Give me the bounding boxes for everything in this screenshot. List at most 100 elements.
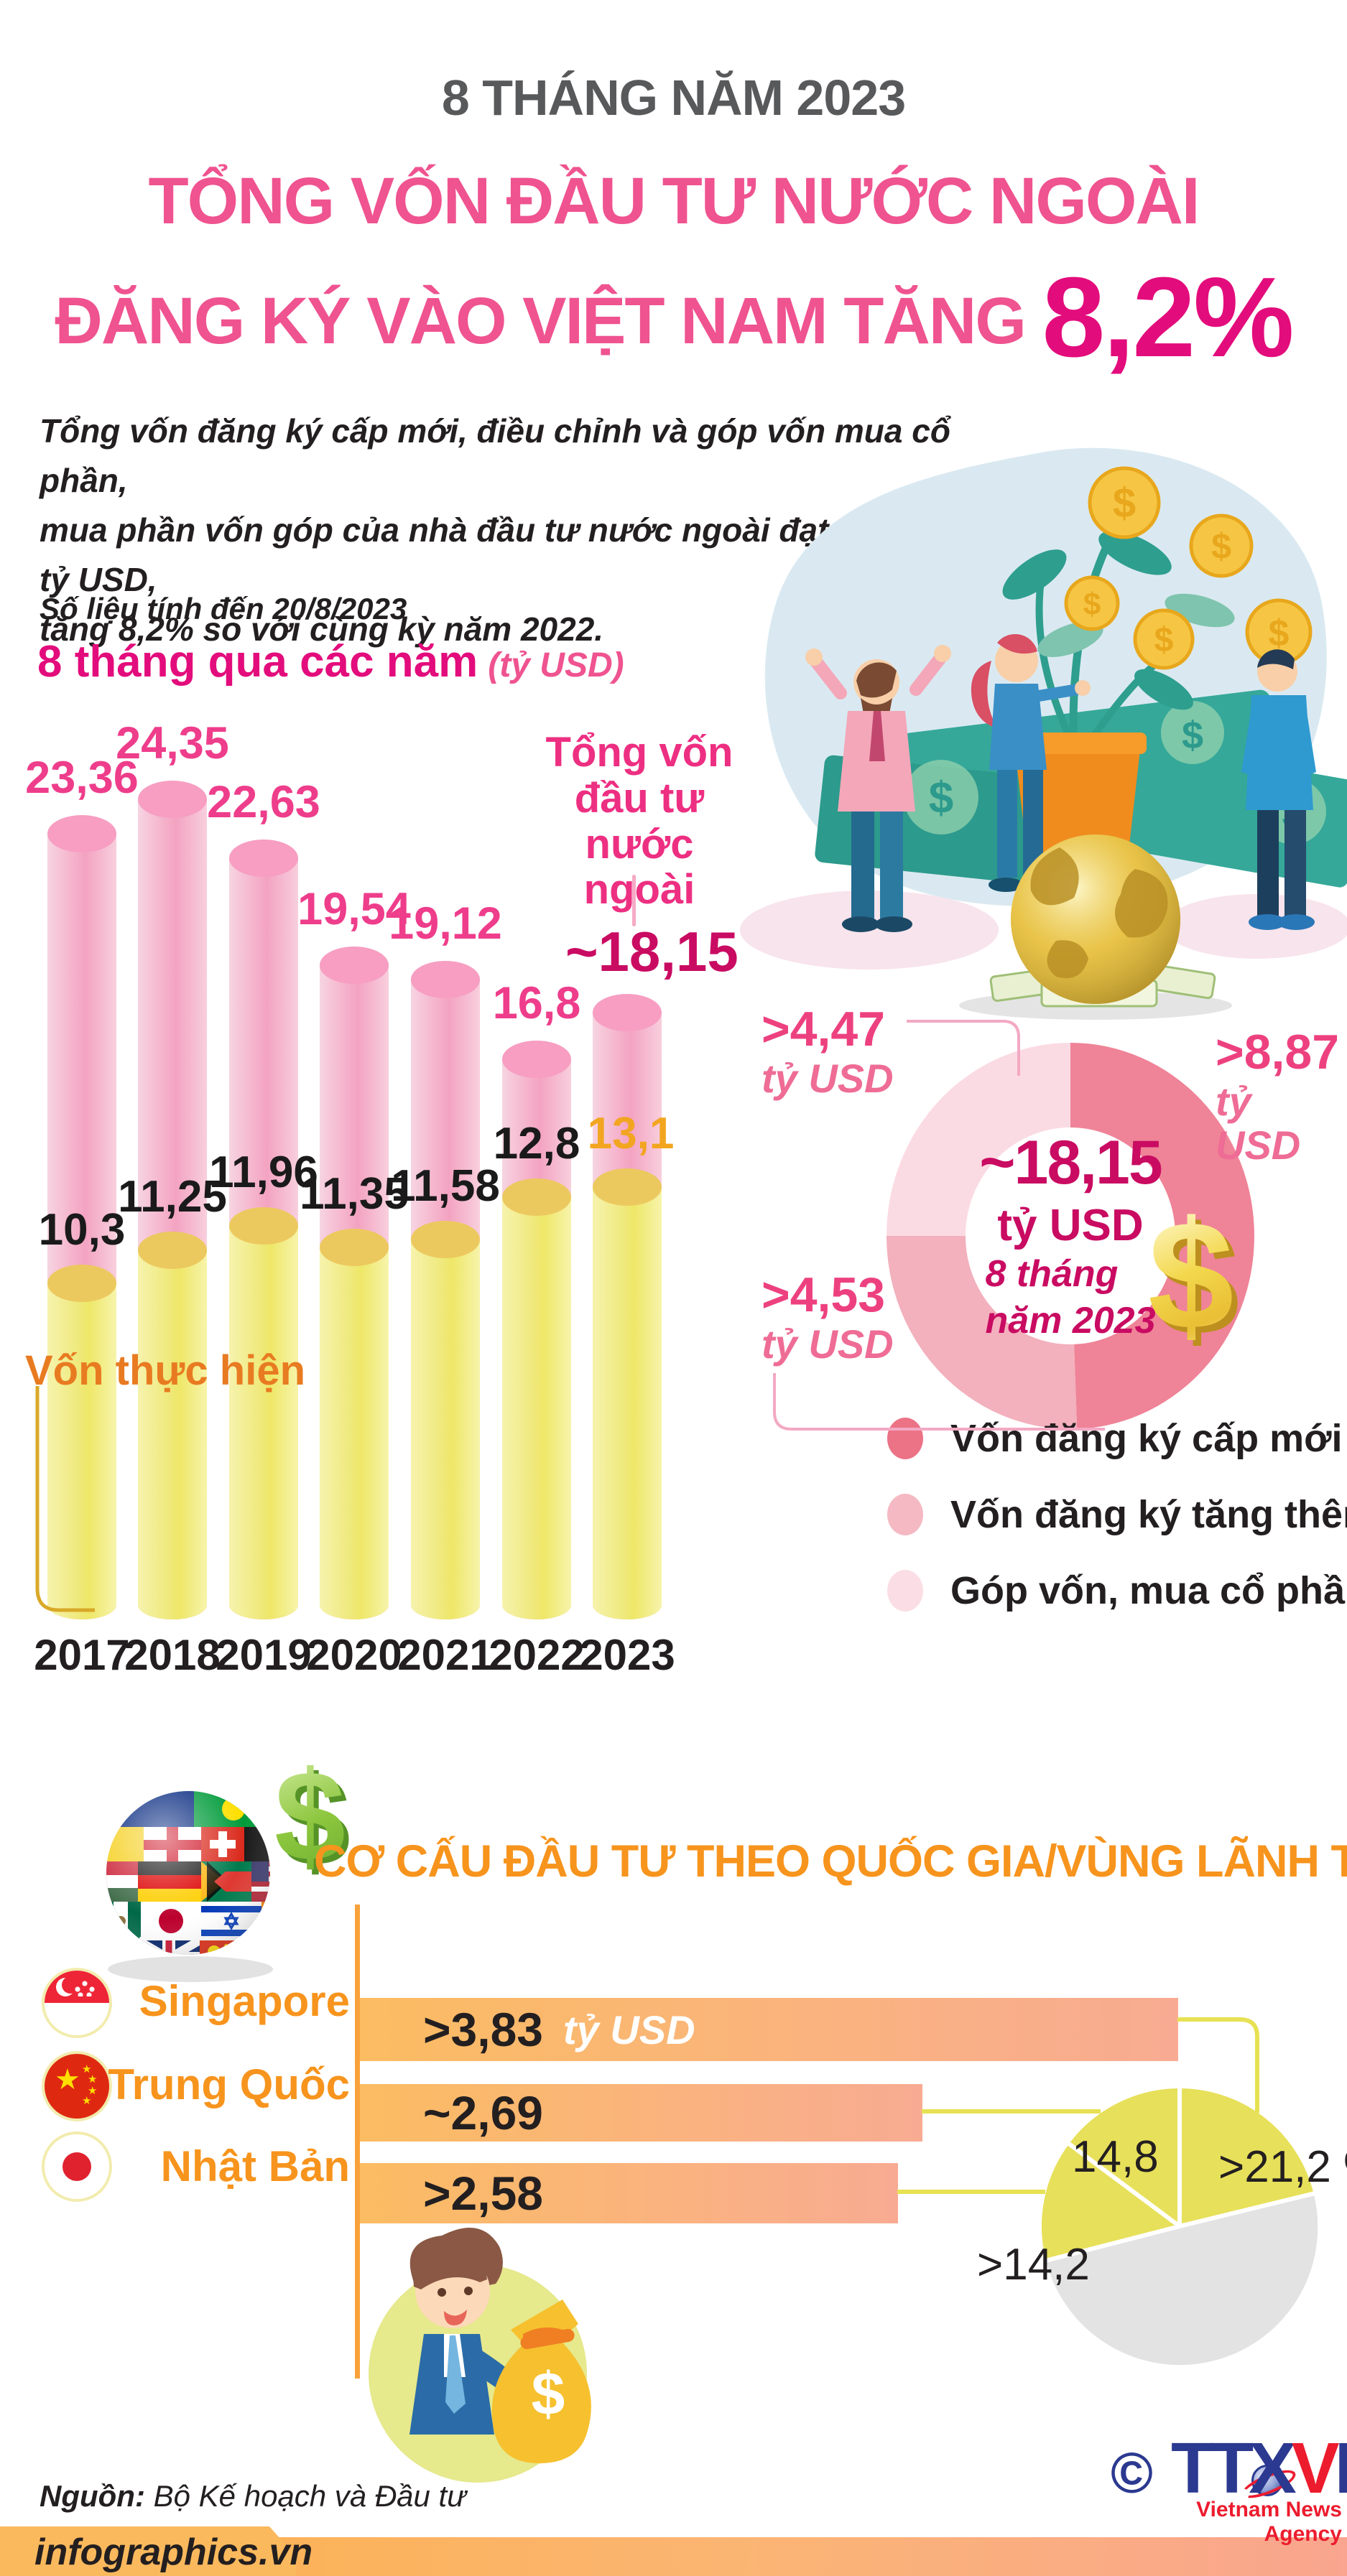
realized-label-value: 11,35	[300, 1169, 409, 1219]
total-label: 16,8	[492, 978, 581, 1028]
coin-icon: $	[1088, 466, 1161, 539]
bar-realized-2018	[138, 1232, 207, 1619]
legend-item-new-registration: Vốn đăng ký cấp mới	[887, 1416, 1343, 1461]
coin-icon: $	[1189, 513, 1254, 578]
logo-globe-icon	[1251, 2465, 1283, 2496]
svg-text:$: $	[1083, 587, 1101, 622]
green-dollar-icon: $ $	[274, 1744, 351, 1887]
donut-label-new-registration: >8,87 tỷ USD	[1216, 1025, 1340, 1168]
money-bag-icon: $	[491, 2300, 591, 2464]
bar-chart: 23,36 24,35 22,63 19,54 19,12 16,8 ~18,1…	[22, 704, 747, 1709]
year-label: 2020	[306, 1631, 402, 1679]
bar-chart-unit: (tỷ USD)	[488, 646, 624, 684]
svg-text:$: $	[1154, 621, 1174, 659]
data-note: Số liệu tính đến 20/8/2023	[40, 592, 407, 626]
title-highlight: 8,2%	[1042, 254, 1294, 381]
svg-text:$: $	[532, 2360, 565, 2427]
gold-dollar-icon: $ $	[1148, 1189, 1240, 1362]
bar-realized-2022	[502, 1178, 571, 1619]
bar-realized-2017	[47, 1265, 116, 1619]
total-label: 19,54	[297, 884, 411, 934]
svg-text:$: $	[929, 773, 953, 823]
year-label: 2017	[34, 1631, 130, 1679]
pie-label-china: 14,8	[1072, 2132, 1159, 2182]
japan-flag-icon	[42, 2131, 112, 2202]
year-label: 2019	[216, 1631, 312, 1679]
page-title-line1: TỔNG VỐN ĐẦU TƯ NƯỚC NGOÀI	[148, 164, 1200, 238]
donut-center: ~18,15 tỷ USD 8 tháng năm 2023	[966, 1127, 1175, 1344]
site-link[interactable]: infographics.vn	[34, 2531, 313, 2573]
source-note: Nguồn: Bộ Kế hoạch và Đầu tư	[40, 2479, 466, 2513]
pie-label-japan: >14,2	[977, 2240, 1090, 2289]
person-left	[805, 645, 951, 932]
legend-dot-icon	[887, 1418, 923, 1459]
legend-item-capital-contribution: Góp vốn, mua cổ phần	[887, 1568, 1347, 1613]
total-label: 19,12	[389, 898, 502, 949]
realized-label-2023: 13,1	[587, 1109, 675, 1158]
total-annotation: Tổng vốn đầu tư nước ngoài	[545, 729, 733, 913]
svg-text:$: $	[1113, 480, 1136, 526]
country-name-singapore: Singapore	[139, 1977, 350, 2025]
total-label-2023: ~18,15	[565, 920, 739, 983]
flag-globe-icon	[106, 1791, 273, 1982]
bar-realized-2021	[411, 1221, 480, 1619]
legend-dot-icon	[887, 1570, 923, 1612]
realized-label-value: 11,25	[118, 1172, 227, 1222]
bar-chart-title: 8 tháng qua các năm	[37, 637, 478, 687]
coin-icon: $	[1064, 575, 1120, 631]
year-label: 2021	[397, 1631, 494, 1679]
svg-text:$: $	[1211, 526, 1231, 567]
country-bar-japan: >2,58	[360, 2163, 898, 2223]
year-label: 2018	[124, 1631, 221, 1679]
coin-icon: $	[1245, 598, 1313, 666]
footer-ribbon	[0, 2526, 296, 2576]
realized-label-value: 10,3	[38, 1205, 126, 1255]
donut-label-capital-contribution: >4,47 tỷ USD	[762, 1002, 894, 1101]
country-bar-china: ~2,69	[360, 2084, 922, 2142]
realized-label-value: 11,96	[209, 1148, 318, 1197]
money-tree-illustration: $ $ $ $ $ $ $ $	[740, 447, 1347, 1020]
bar-realized-2019	[229, 1207, 298, 1619]
man-with-money-bag-illustration: $	[369, 2227, 591, 2483]
person-right	[1241, 649, 1316, 930]
country-pie-chart	[1037, 2084, 1323, 2370]
page-title-line2: ĐĂNG KÝ VÀO VIỆT NAM TĂNG 8,2%	[0, 253, 1347, 383]
country-name-china: Trung Quốc	[108, 2060, 350, 2108]
total-label: 23,36	[25, 753, 139, 803]
country-name-japan: Nhật Bản	[160, 2142, 350, 2190]
donut-period: 8 tháng năm 2023	[985, 1253, 1156, 1342]
kicker: 8 THÁNG NĂM 2023	[441, 70, 906, 126]
total-label: 22,63	[207, 777, 320, 827]
donut-chart: ~18,15 tỷ USD 8 tháng năm 2023	[887, 1043, 1254, 1429]
annotation-pointer-line	[632, 875, 636, 926]
donut-total: ~18,15	[979, 1128, 1162, 1197]
intro-line: tăng 8,2% so với cùng kỳ năm 2022.	[40, 610, 604, 648]
gold-globe: $	[959, 834, 1232, 1020]
bar-realized-2023	[593, 1168, 662, 1619]
country-section-heading: CƠ CẤU ĐẦU TƯ THEO QUỐC GIA/VÙNG LÃNH TH…	[314, 1836, 1347, 1887]
realized-series-label: Vốn thực hiện	[25, 1347, 305, 1394]
legend-dot-icon	[887, 1494, 923, 1535]
year-label: 2023	[579, 1631, 675, 1679]
svg-text:$: $	[1269, 613, 1290, 654]
realized-label-value: 12,8	[493, 1119, 580, 1168]
donut-label-additional-registration: >4,53 tỷ USD	[762, 1268, 894, 1367]
country-bar-singapore: >3,83 tỷ USD	[360, 1998, 1178, 2061]
person-center	[971, 633, 1091, 896]
title-text: ĐĂNG KÝ VÀO VIỆT NAM TĂNG	[55, 284, 1026, 358]
ttxvn-logo: TTXVN	[1171, 2428, 1347, 2508]
agency-tagline: Vietnam News Agency	[1196, 2498, 1342, 2546]
pie-label-singapore: >21,2 %	[1218, 2142, 1347, 2192]
svg-text:$: $	[1182, 714, 1203, 757]
intro-line: Tổng vốn đăng ký cấp mới, điều chỉnh và …	[40, 412, 950, 499]
bar-chart-heading: 8 tháng qua các năm (tỷ USD)	[37, 636, 624, 687]
realized-label-value: 11,58	[391, 1161, 500, 1211]
donut-unit: tỷ USD	[997, 1201, 1144, 1250]
legend-item-additional-registration: Vốn đăng ký tăng thêm	[887, 1492, 1347, 1537]
bar-realized-2020	[320, 1229, 389, 1619]
singapore-flag-icon	[42, 1968, 112, 2038]
coin-icon: $	[1133, 608, 1195, 670]
total-label: 24,35	[116, 718, 229, 768]
china-flag-icon: ★ ★ ★ ★ ★	[42, 2051, 112, 2121]
